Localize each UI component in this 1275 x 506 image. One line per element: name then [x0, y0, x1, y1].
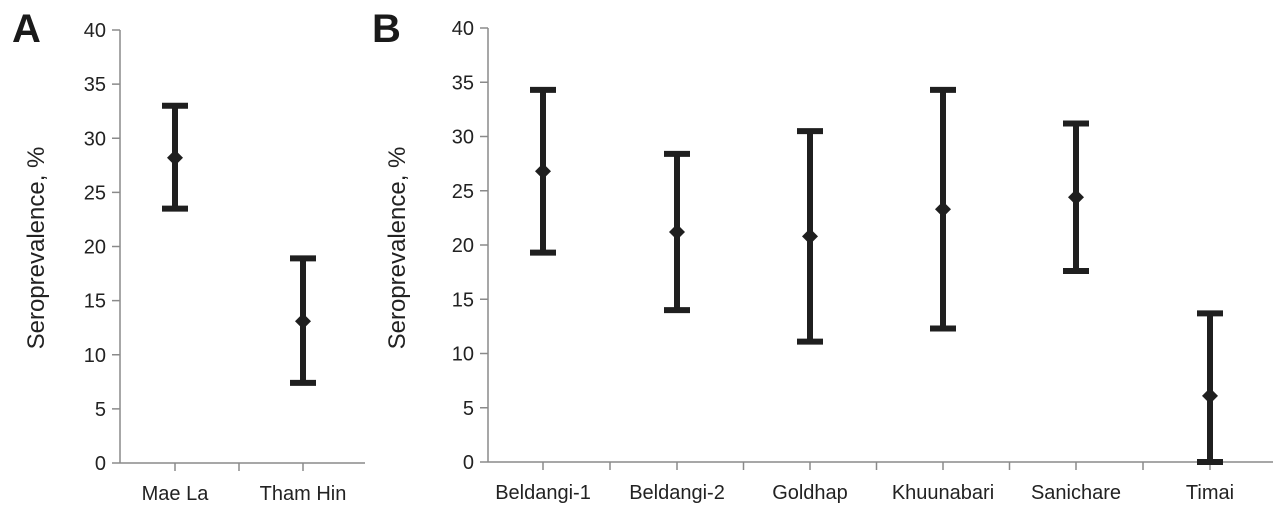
panel-b-y-tick-label: 40: [452, 18, 474, 40]
panel-a-y-tick-label: 25: [84, 182, 106, 204]
panel-b-y-tick-label: 30: [452, 127, 474, 149]
panel-b-y-tick-label: 0: [463, 452, 474, 474]
panel-b-y-tick-label: 10: [452, 344, 474, 366]
panel-b-y-tick-label: 25: [452, 181, 474, 203]
panel-b-point: [1202, 387, 1218, 404]
panel-a-y-tick-label: 30: [84, 128, 106, 150]
panel-a-y-tick-label: 5: [95, 399, 106, 421]
panel-b-x-tick-label: Goldhap: [772, 482, 848, 504]
panel-b-point: [535, 163, 551, 180]
panel-b-x-tick-label: Khuunabari: [892, 482, 994, 504]
panel-a-point: [167, 149, 183, 166]
panel-b-y-tick-label: 5: [463, 398, 474, 420]
panel-a-point: [295, 313, 311, 330]
panel-b-point: [935, 201, 951, 218]
panel-a-letter: A: [12, 7, 41, 51]
panel-a-y-tick-label: 35: [84, 74, 106, 96]
panel-b-y-tick-label: 15: [452, 289, 474, 311]
panel-b-point: [1068, 189, 1084, 206]
panel-b-letter: B: [372, 7, 401, 51]
panel-b-y-tick-label: 35: [452, 72, 474, 94]
panel-b-y-axis-label: Seroprevalence, %: [384, 147, 411, 350]
panel-a-y-tick-label: 20: [84, 237, 106, 259]
panel-b-point: [669, 223, 685, 240]
panel-b-point: [802, 228, 818, 245]
panel-b-y-tick-label: 20: [452, 235, 474, 257]
panel-b-x-tick-label: Timai: [1186, 482, 1234, 504]
panel-a-y-tick-label: 15: [84, 291, 106, 313]
panel-a-y-tick-label: 0: [95, 453, 106, 475]
panel-b-x-tick-label: Beldangi-1: [495, 482, 591, 504]
panel-a-x-tick-label: Tham Hin: [260, 483, 347, 505]
panel-b-x-tick-label: Beldangi-2: [629, 482, 725, 504]
panel-a-y-axis-label: Seroprevalence, %: [23, 147, 50, 350]
panel-b-x-tick-label: Sanichare: [1031, 482, 1121, 504]
panel-a-x-tick-label: Mae La: [142, 483, 210, 505]
panel-a-y-tick-label: 10: [84, 345, 106, 367]
panel-a-y-tick-label: 40: [84, 20, 106, 42]
